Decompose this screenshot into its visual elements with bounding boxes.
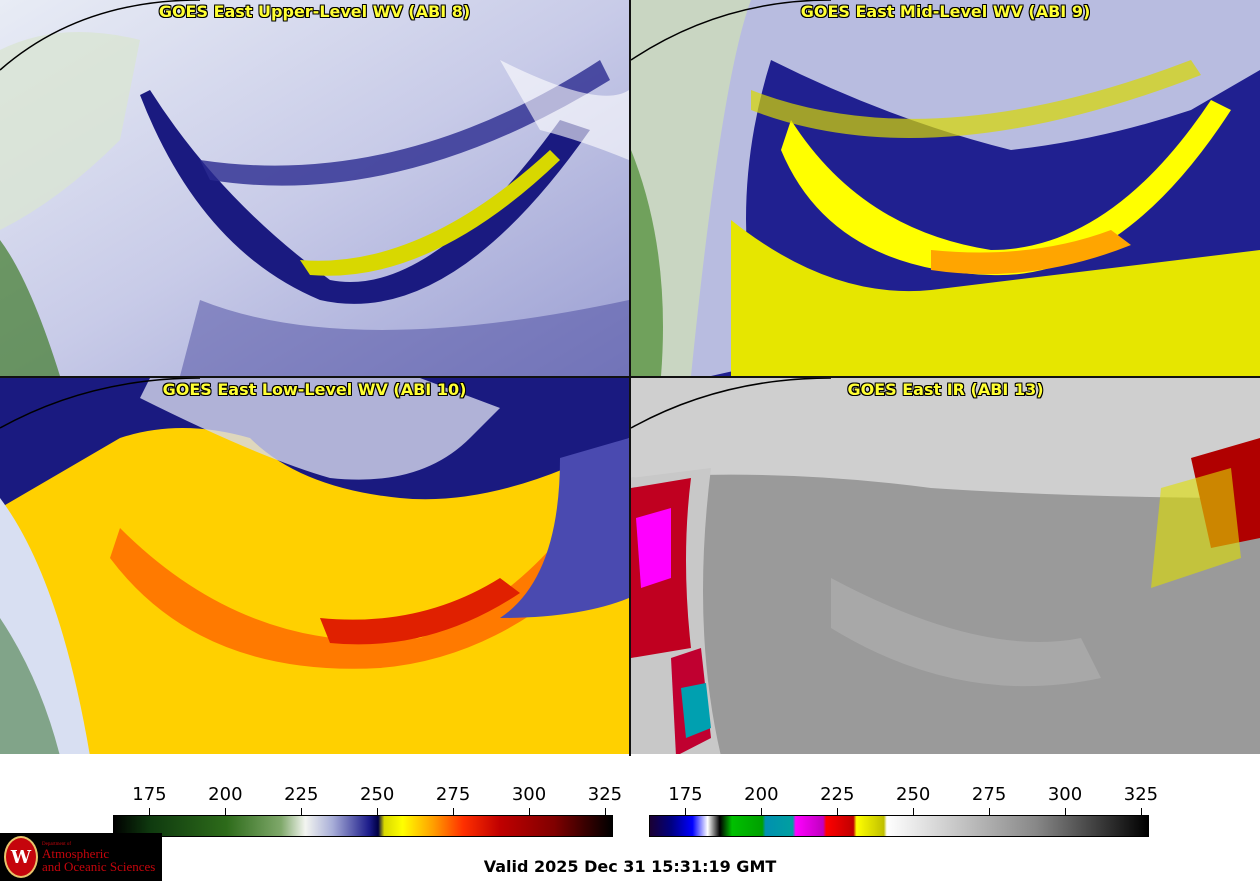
valid-time: Valid 2025 Dec 31 15:31:19 GMT [483,857,777,876]
panel-divider-vertical [629,0,631,756]
ir-tick-mark [989,808,991,815]
ir-tick-label: 175 [668,784,703,805]
panel-low-level-wv: GOES East Low-Level WV (ABI 10) [0,378,629,754]
panel-upper-level-wv: GOES East Upper-Level WV (ABI 8) [0,0,629,376]
wv-tick-label: 325 [587,784,623,805]
panel-divider-horizontal [0,376,1260,378]
ir-tick-mark [913,808,915,815]
wv-upper-map [0,0,629,376]
panel-title: GOES East Low-Level WV (ABI 10) [162,380,467,399]
wv-tick-label: 250 [359,784,395,805]
panel-mid-level-wv: GOES East Mid-Level WV (ABI 9) [631,0,1260,376]
ir-tick-label: 300 [1047,784,1083,805]
uw-seal-icon: W [4,836,38,878]
wv-tick-mark [453,808,455,815]
logo-text: Department of Atmospheric and Oceanic Sc… [42,842,155,873]
ir-tick-label: 275 [971,784,1007,805]
wv-tick-label: 175 [132,784,167,805]
wv-mid-map [631,0,1260,376]
wv-tick-label: 300 [511,784,547,805]
wv-tick-label: 225 [284,784,319,805]
wv-tick-label: 200 [208,784,243,805]
aos-logo: W Department of Atmospheric and Oceanic … [0,833,162,881]
ir-tick-mark [1065,808,1066,815]
wv-tick-mark [529,808,530,815]
wv-tick-mark [149,808,151,815]
panel-title: GOES East Mid-Level WV (ABI 9) [800,2,1091,21]
logo-line-0: Department of [42,841,72,847]
panel-title: GOES East IR (ABI 13) [847,380,1044,399]
ir-tick-mark [837,808,839,815]
panel-ir: GOES East IR (ABI 13) [631,378,1260,754]
wv-tick-mark [301,808,303,815]
logo-line-2: and Oceanic Sciences [42,858,156,874]
logo-line-1: Atmospheric [42,845,110,861]
ir-tick-label: 325 [1123,784,1159,805]
ir-tick-mark [685,808,687,815]
wv-tick-mark [377,808,379,815]
ir-tick-label: 200 [744,784,779,805]
wv-low-map [0,378,629,754]
wv-colorbar [113,815,613,837]
ir-tick-label: 250 [895,784,931,805]
ir-map [631,378,1260,754]
ir-colorbar [649,815,1149,837]
wv-tick-label: 275 [435,784,471,805]
wv-tick-mark [225,808,227,815]
ir-tick-mark [1140,808,1142,815]
ir-tick-mark [761,808,763,815]
wv-tick-mark [604,808,606,815]
panel-title: GOES East Upper-Level WV (ABI 8) [158,2,471,21]
ir-tick-label: 225 [820,784,855,805]
